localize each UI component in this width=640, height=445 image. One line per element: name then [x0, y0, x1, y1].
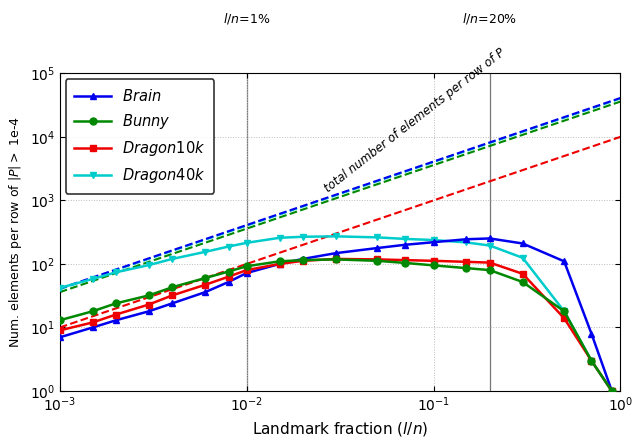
- Y-axis label: Num. elements per row of $|P| >$ 1e-4: Num. elements per row of $|P| >$ 1e-4: [7, 116, 24, 348]
- Text: $l/n$=1%: $l/n$=1%: [223, 11, 270, 26]
- Legend: $\it{Brain}$, $\it{Bunny}$, $\it{Dragon10k}$, $\it{Dragon40k}$: $\it{Brain}$, $\it{Bunny}$, $\it{Dragon1…: [65, 79, 214, 194]
- Text: total number of elements per row of P: total number of elements per row of P: [322, 46, 508, 195]
- X-axis label: Landmark fraction ($l/n$): Landmark fraction ($l/n$): [252, 420, 428, 438]
- Text: $l/n$=20%: $l/n$=20%: [462, 11, 517, 26]
